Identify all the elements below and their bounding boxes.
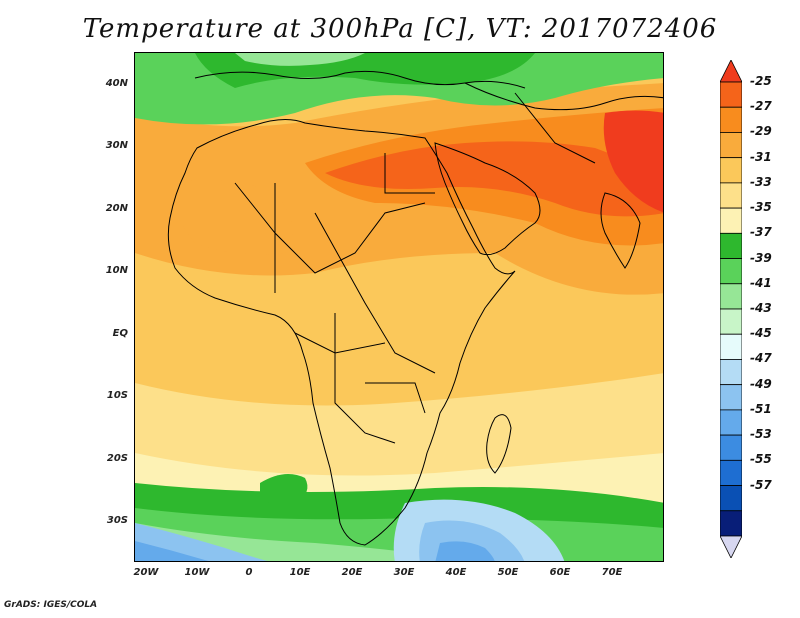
colorbar-box <box>720 258 742 285</box>
colorbar-box <box>720 232 742 259</box>
border-line-7 <box>294 332 386 354</box>
lat-label-eq: EQ <box>112 328 128 339</box>
colorbar-tick-label: -51 <box>750 401 772 416</box>
lat-label-10n: 10N <box>105 265 128 276</box>
lon-label-0: 0 <box>245 567 253 578</box>
subtropical-band <box>135 373 663 493</box>
colorbar-tick-label: -43 <box>750 301 772 315</box>
colorbar-tick-label: -27 <box>750 99 772 114</box>
colorbar-box <box>720 81 742 108</box>
colorbar-box <box>720 182 742 209</box>
lon-label-30e: 30E <box>393 567 415 578</box>
north-pale-green <box>235 53 365 66</box>
colorbar-tick-label: -39 <box>750 250 772 265</box>
lon-label-40e: 40E <box>445 567 467 578</box>
colorbar-box <box>720 485 742 512</box>
colorbar-box <box>720 207 742 234</box>
asia-coastline <box>464 82 663 111</box>
colorbar-tick-label: -29 <box>750 124 772 139</box>
africa-coastline <box>167 119 516 546</box>
colorbar-box <box>720 157 742 184</box>
south-coldest-core <box>435 541 495 561</box>
colorbar-tick-label: -53 <box>750 427 772 442</box>
lon-label-20w: 20W <box>133 567 159 578</box>
lon-label-70e: 70E <box>601 567 623 578</box>
colorbar-tick-label: -47 <box>750 351 772 366</box>
colorbar-box <box>720 510 742 537</box>
lat-label-30n: 30N <box>105 140 128 151</box>
colorbar-tick-label: -33 <box>750 174 772 189</box>
hottest-core-east <box>603 110 663 213</box>
hot-core <box>325 141 663 217</box>
colorbar-bottom-triangle <box>720 535 742 558</box>
lat-label-10s: 10S <box>106 390 128 401</box>
colorbar-tick-label: -41 <box>750 275 772 290</box>
lon-label-60e: 60E <box>549 567 571 578</box>
footer-credit: GrADS: IGES/COLA <box>4 600 98 610</box>
lat-label-20n: 20N <box>105 203 128 214</box>
lon-label-20e: 20E <box>341 567 363 578</box>
colorbar-box <box>720 106 742 133</box>
lon-label-10w: 10W <box>184 567 210 578</box>
colorbar-box <box>720 283 742 310</box>
colorbar-tick-label: -37 <box>750 225 772 240</box>
lat-label-30s: 30S <box>106 515 128 526</box>
south-colder-west <box>135 541 209 561</box>
europe-coastline <box>194 70 526 89</box>
colorbar-tick-label: -55 <box>750 452 772 467</box>
west-sahara-tongue <box>174 179 293 255</box>
colorbar-box <box>720 359 742 386</box>
lat-label-40n: 40N <box>105 78 128 89</box>
lat-label-20s: 20S <box>106 453 128 464</box>
colorbar-box <box>720 333 742 360</box>
colorbar-top-triangle <box>720 60 742 83</box>
atlantic-green-patch <box>260 474 308 505</box>
border-line-4 <box>334 313 396 444</box>
colorbar-tick-label: -57 <box>750 477 772 492</box>
map-panel <box>134 52 664 562</box>
border-line-5 <box>384 153 435 194</box>
colorbar-box <box>720 459 742 486</box>
lon-label-50e: 50E <box>497 567 519 578</box>
lon-label-10e: 10E <box>289 567 311 578</box>
colorbar <box>720 60 742 558</box>
temperature-map <box>135 53 663 561</box>
colorbar-box <box>720 384 742 411</box>
india-coastline <box>600 192 641 269</box>
colorbar-box <box>720 434 742 461</box>
coastlines <box>167 70 663 546</box>
border-line-6 <box>365 382 426 414</box>
colorbar-box <box>720 409 742 436</box>
border-line-1 <box>234 182 426 274</box>
arabia-coastline <box>434 142 541 256</box>
border-line-8 <box>514 92 596 164</box>
colorbar-tick-label: -49 <box>750 376 772 391</box>
colorbar-tick-label: -25 <box>750 74 772 88</box>
border-line-3 <box>314 212 436 374</box>
colorbar-box <box>720 132 742 159</box>
colorbar-box <box>720 308 742 335</box>
colorbar-tick-label: -45 <box>750 326 772 341</box>
chart-title: Temperature at 300hPa [C], VT: 201707240… <box>82 14 718 44</box>
colorbar-tick-label: -35 <box>750 200 772 215</box>
madagascar-coastline <box>486 414 512 474</box>
colorbar-tick-label: -31 <box>750 149 772 164</box>
